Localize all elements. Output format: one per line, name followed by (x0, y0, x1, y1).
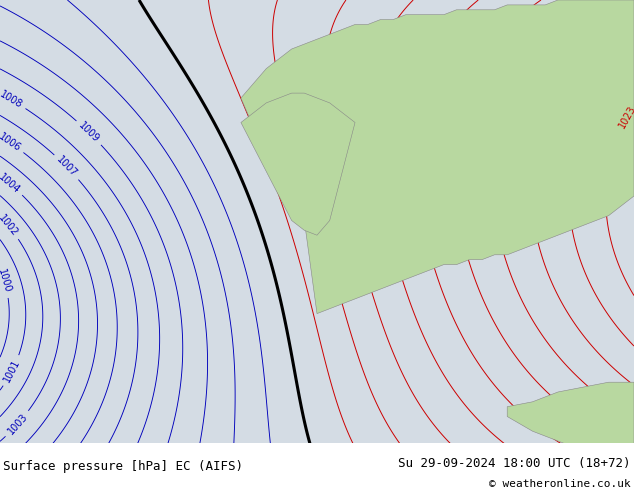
Polygon shape (507, 382, 634, 461)
Bar (0, 443, 634, 490)
Polygon shape (241, 93, 355, 235)
Text: 1004: 1004 (0, 172, 22, 196)
Text: Surface pressure [hPa] EC (AIFS): Surface pressure [hPa] EC (AIFS) (3, 460, 243, 473)
Text: 1003: 1003 (6, 412, 29, 437)
Text: 1008: 1008 (0, 89, 24, 110)
Text: © weatheronline.co.uk: © weatheronline.co.uk (489, 479, 631, 489)
Text: 1001: 1001 (2, 358, 22, 384)
Text: 1007: 1007 (55, 155, 79, 179)
Text: 1002: 1002 (0, 213, 20, 238)
Text: 1000: 1000 (0, 268, 13, 294)
Text: 1023: 1023 (618, 103, 634, 129)
Text: Su 29-09-2024 18:00 UTC (18+72): Su 29-09-2024 18:00 UTC (18+72) (398, 457, 631, 469)
Polygon shape (241, 0, 634, 314)
Text: 1005: 1005 (6, 466, 32, 489)
Text: 1006: 1006 (0, 131, 22, 153)
Text: 1009: 1009 (77, 121, 101, 145)
